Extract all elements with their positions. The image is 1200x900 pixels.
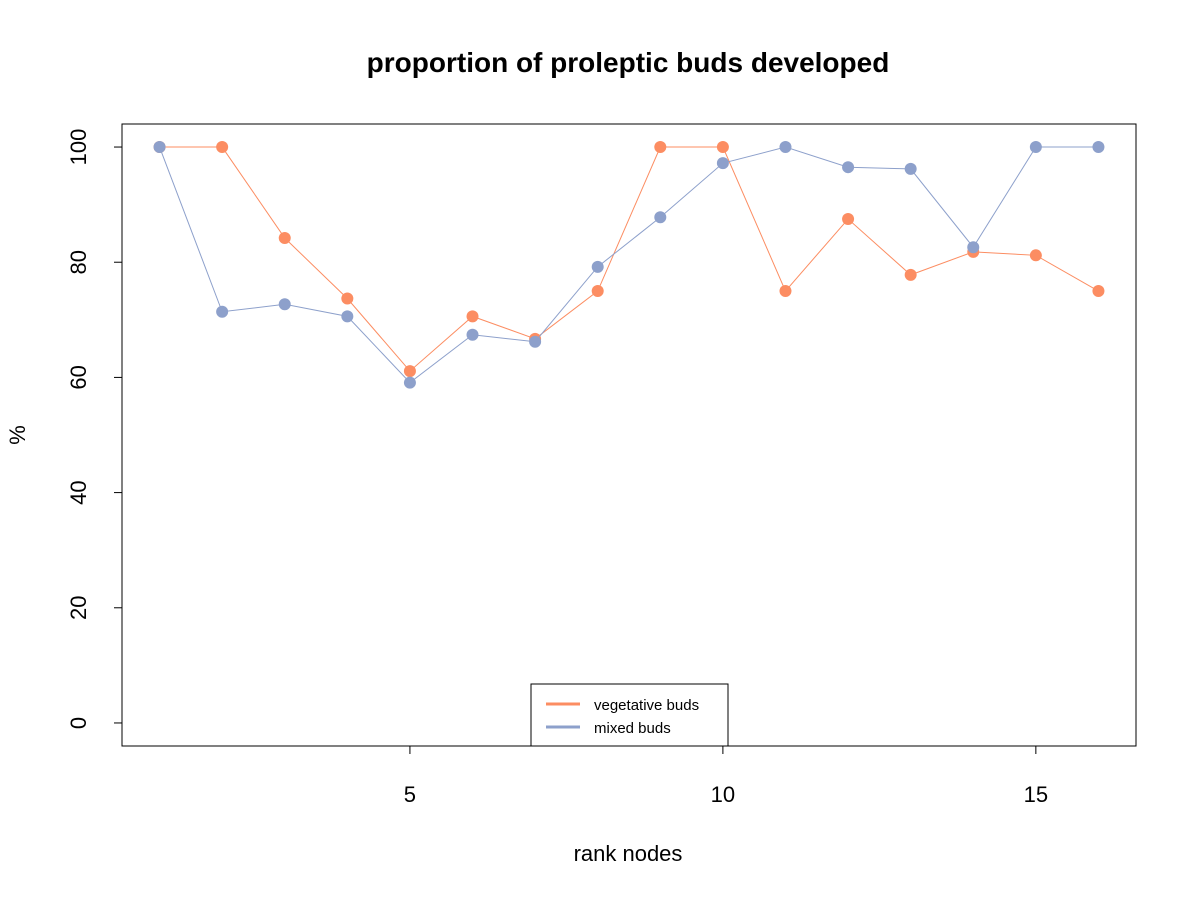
data-point-vegetative-buds [216, 141, 229, 154]
plot-frame [121, 123, 1137, 747]
y-tick-label: 100 [66, 129, 91, 166]
data-point-mixed-buds [842, 161, 855, 174]
x-tick-label: 15 [1024, 782, 1048, 807]
series-line-mixed-buds [159, 146, 1099, 384]
legend: vegetative buds mixed buds [530, 683, 729, 747]
y-tick-label: 60 [66, 365, 91, 389]
y-axis: 0 20 40 60 80 100 [66, 129, 123, 729]
data-point-mixed-buds [529, 335, 542, 348]
x-tick-label: 10 [711, 782, 735, 807]
y-tick-label: 40 [66, 480, 91, 504]
data-point-mixed-buds [153, 141, 166, 154]
series-mixed-buds [153, 141, 1105, 389]
data-point-mixed-buds [278, 298, 291, 311]
data-point-mixed-buds [904, 162, 917, 175]
series-vegetative-buds [153, 141, 1105, 378]
data-point-vegetative-buds [278, 232, 291, 245]
series-layer [153, 141, 1105, 389]
y-tick-label: 80 [66, 250, 91, 274]
data-point-mixed-buds [654, 211, 667, 224]
x-axis: 5 10 15 [404, 745, 1048, 807]
legend-label-mixed-buds: mixed buds [594, 720, 671, 737]
legend-label-vegetative-buds: vegetative buds [594, 697, 699, 714]
data-point-mixed-buds [967, 241, 980, 254]
y-tick-label: 20 [66, 596, 91, 620]
data-point-vegetative-buds [654, 141, 667, 154]
data-point-vegetative-buds [1092, 285, 1105, 298]
data-point-mixed-buds [1029, 141, 1042, 154]
data-point-vegetative-buds [403, 365, 416, 378]
data-point-mixed-buds [341, 310, 354, 323]
y-tick-label: 0 [66, 717, 91, 729]
y-axis-label: % [5, 425, 30, 445]
chart-title: proportion of proleptic buds developed [367, 47, 890, 78]
series-line-vegetative-buds [159, 146, 1099, 372]
data-point-vegetative-buds [341, 292, 354, 305]
data-point-vegetative-buds [779, 285, 792, 298]
data-point-mixed-buds [466, 328, 479, 341]
data-point-vegetative-buds [1029, 249, 1042, 262]
data-point-mixed-buds [591, 260, 604, 273]
x-tick-label: 5 [404, 782, 416, 807]
legend-box [530, 683, 729, 747]
x-axis-label: rank nodes [574, 841, 683, 866]
data-point-mixed-buds [1092, 141, 1105, 154]
data-point-vegetative-buds [591, 285, 604, 298]
data-point-mixed-buds [779, 141, 792, 154]
data-point-vegetative-buds [904, 268, 917, 281]
data-point-vegetative-buds [466, 310, 479, 323]
data-point-vegetative-buds [716, 141, 729, 154]
data-point-mixed-buds [216, 305, 229, 318]
data-point-vegetative-buds [842, 213, 855, 226]
data-point-mixed-buds [716, 157, 729, 170]
data-point-mixed-buds [403, 376, 416, 389]
